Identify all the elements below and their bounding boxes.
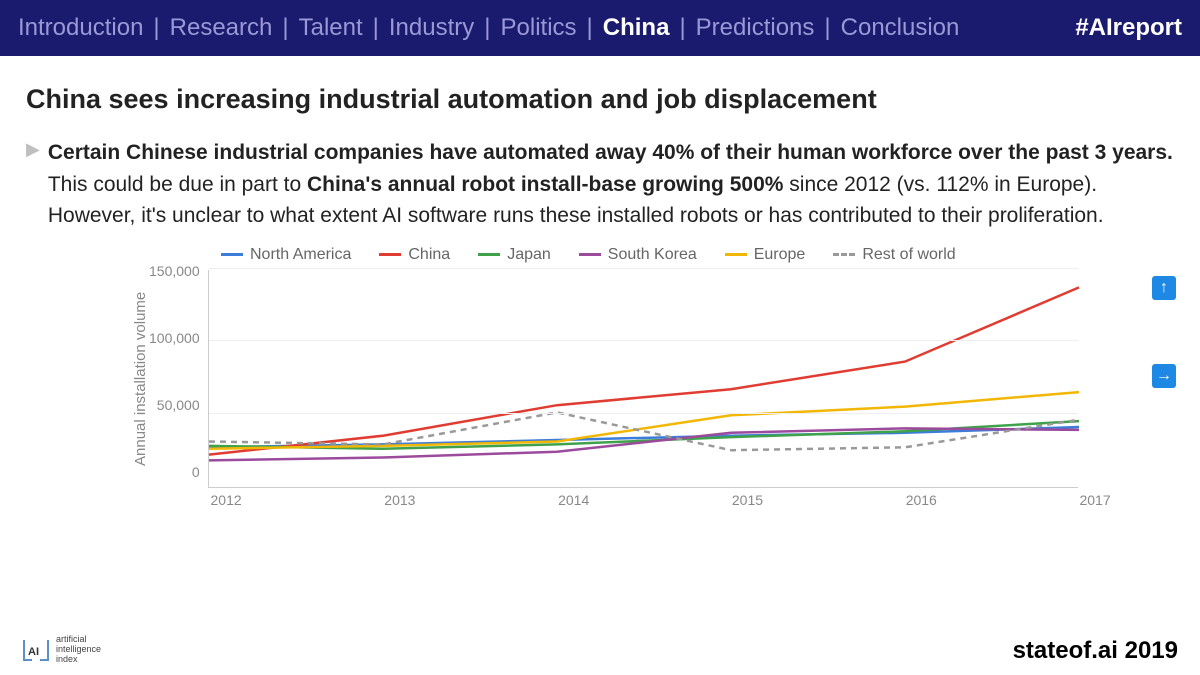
legend-label: China — [408, 246, 450, 264]
nav-separator: | — [153, 14, 159, 42]
nav-item-introduction[interactable]: Introduction — [18, 14, 143, 42]
nav-separator: | — [587, 14, 593, 42]
footer: AI artificialintelligenceindex stateof.a… — [0, 635, 1200, 665]
body-row: ▶ Certain Chinese industrial companies h… — [26, 137, 1174, 232]
ytick-label: 50,000 — [157, 397, 200, 413]
legend-label: Japan — [507, 246, 551, 264]
ytick-label: 100,000 — [149, 330, 200, 346]
arrow-up-icon[interactable]: ↑ — [1152, 276, 1176, 300]
nav-item-industry[interactable]: Industry — [389, 14, 474, 42]
nav-item-politics[interactable]: Politics — [501, 14, 577, 42]
xtick-label: 2012 — [211, 492, 212, 508]
nav-separator: | — [484, 14, 490, 42]
xtick-label: 2016 — [906, 492, 907, 508]
nav-item-predictions[interactable]: Predictions — [696, 14, 815, 42]
xtick-label: 2014 — [558, 492, 559, 508]
nav-separator: | — [282, 14, 288, 42]
legend-swatch — [478, 253, 500, 256]
body-bold-2: China's annual robot install-base growin… — [307, 173, 783, 196]
nav-item-conclusion[interactable]: Conclusion — [841, 14, 960, 42]
bullet-triangle-icon: ▶ — [26, 139, 40, 160]
nav-separator: | — [679, 14, 685, 42]
xtick-label: 2013 — [384, 492, 385, 508]
chart-plot — [208, 270, 1078, 488]
ytick-label: 150,000 — [149, 263, 200, 279]
xtick-label: 2015 — [732, 492, 733, 508]
body-pre-2: This could be due in part to — [48, 173, 307, 196]
nav-item-talent[interactable]: Talent — [299, 14, 363, 42]
legend-swatch — [833, 253, 855, 256]
legend-swatch — [221, 253, 243, 256]
nav-item-research[interactable]: Research — [170, 14, 273, 42]
nav-separator: | — [373, 14, 379, 42]
footer-right: stateof.ai 2019 — [1013, 637, 1178, 665]
ai-index-logo: AI artificialintelligenceindex — [22, 635, 101, 665]
legend-swatch — [379, 253, 401, 256]
svg-text:AI: AI — [28, 646, 39, 658]
chart-line — [209, 427, 1079, 447]
legend-label: South Korea — [608, 246, 697, 264]
legend-swatch — [579, 253, 601, 256]
chart-legend: North America China Japan South Korea Europe… — [221, 246, 1136, 264]
nav-separator: | — [824, 14, 830, 42]
chart: North America China Japan South Korea Europe… — [126, 246, 1136, 508]
body-text: Certain Chinese industrial companies hav… — [48, 137, 1174, 232]
legend-item: Europe — [725, 246, 806, 264]
ai-index-text: artificialintelligenceindex — [56, 635, 101, 665]
content: China sees increasing industrial automat… — [0, 56, 1200, 508]
legend-item: China — [379, 246, 450, 264]
xtick-label: 2017 — [1079, 492, 1080, 508]
body-bold-1: Certain Chinese industrial companies hav… — [48, 141, 1173, 164]
arrow-right-icon[interactable]: → — [1152, 364, 1176, 388]
navbar: Introduction | Research | Talent | Industry | Po… — [0, 0, 1200, 56]
legend-item: South Korea — [579, 246, 697, 264]
chart-lines-svg — [209, 270, 1079, 488]
page-title: China sees increasing industrial automat… — [26, 84, 1174, 115]
legend-label: North America — [250, 246, 351, 264]
legend-item: Rest of world — [833, 246, 955, 264]
ytick-label: 0 — [192, 464, 200, 480]
legend-label: Europe — [754, 246, 806, 264]
legend-item: North America — [221, 246, 351, 264]
nav-items: Introduction | Research | Talent | Industry | Po… — [18, 14, 959, 42]
hashtag: #AIreport — [1075, 14, 1182, 42]
legend-label: Rest of world — [862, 246, 955, 264]
nav-item-china[interactable]: China — [603, 14, 670, 42]
legend-item: Japan — [478, 246, 551, 264]
chart-xticks: 2012 2013 2014 2015 2016 2017 — [211, 492, 1081, 508]
chart-yticks: 150,000 100,000 50,000 0 — [149, 263, 208, 481]
chart-ylabel: Annual installation volume — [126, 270, 149, 488]
legend-swatch — [725, 253, 747, 256]
